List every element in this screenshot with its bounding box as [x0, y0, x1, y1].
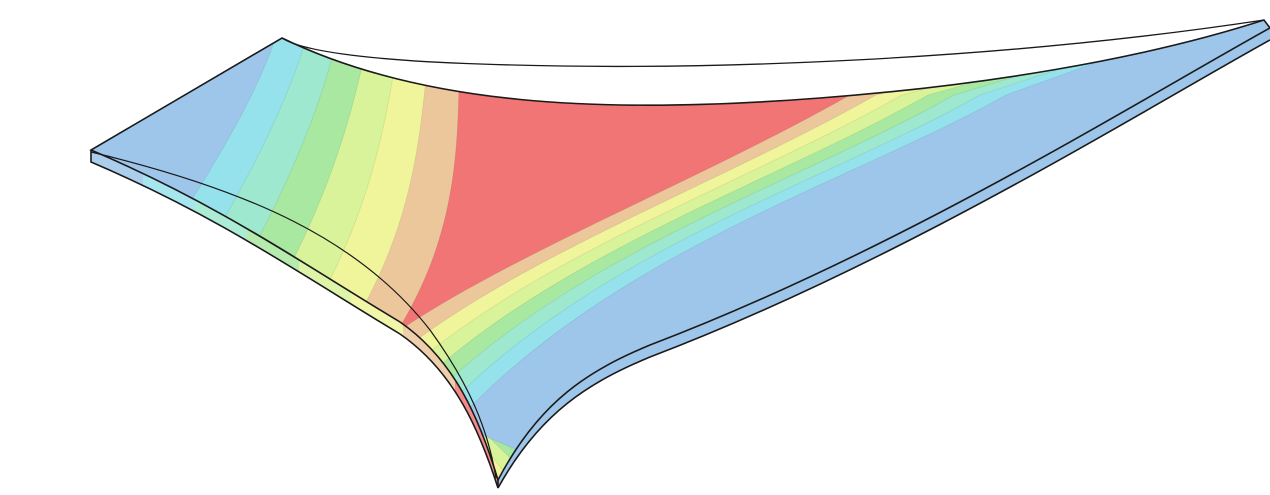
plate-outline-right-edge-bottom	[497, 39, 1270, 489]
contour-band-left-1	[91, 20, 286, 480]
plate-outline-left-edge-bottom	[90, 150, 499, 489]
edge-band-2	[143, 150, 195, 488]
undeformed-lower-edge-outline	[90, 151, 497, 479]
edge-band-1	[91, 150, 143, 488]
plate-outline-top-surface	[89, 19, 1270, 483]
undeformed-top-edge-outline	[281, 19, 1265, 67]
